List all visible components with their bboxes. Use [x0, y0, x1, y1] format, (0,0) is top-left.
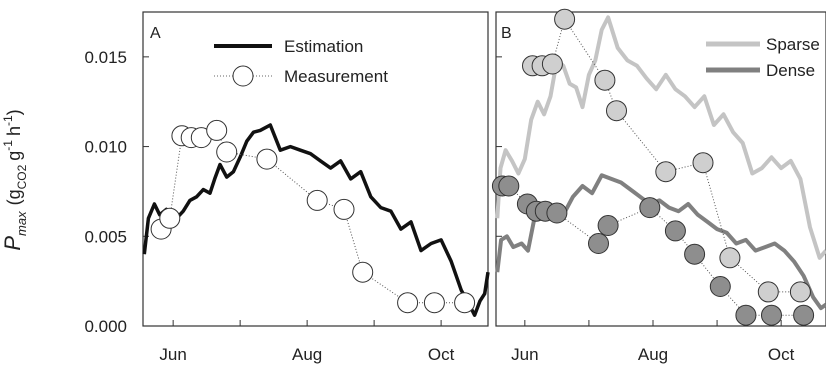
- data-point-dense-measurements: [665, 221, 685, 241]
- data-point-dense-measurements: [685, 244, 705, 264]
- panel-b-x-tick-label: Jun: [511, 345, 538, 364]
- legend-dense-label: Dense: [766, 61, 815, 80]
- y-axis-label: Pmax(gCO2g-1h-1): [0, 109, 29, 250]
- panel-a: Jun Aug Oct 0.000 0.005 0.010 0.015: [84, 48, 488, 364]
- data-point-dense-measurements: [589, 234, 609, 254]
- y-axis-label-subscript: max: [14, 211, 29, 236]
- y-tick-label: 0.010: [84, 138, 127, 157]
- series-line-estimation: [144, 125, 488, 315]
- data-point-dense-measurements: [762, 305, 782, 325]
- data-point-sparse-measurements: [758, 282, 778, 302]
- data-point-measurement: [307, 190, 327, 210]
- panel-b-x-tick-label: Aug: [638, 345, 668, 364]
- legend-estimation-label: Estimation: [284, 37, 363, 56]
- data-point-measurement: [257, 149, 277, 169]
- panel-b-x-tick-label: Oct: [768, 345, 795, 364]
- data-point-sparse-measurements: [555, 9, 575, 29]
- data-point-dense-measurements: [598, 216, 618, 236]
- data-point-sparse-measurements: [542, 54, 562, 74]
- y-tick-label: 0.005: [84, 227, 127, 246]
- y-axis-label-g: g: [4, 151, 24, 161]
- panel-a-x-tick-label: Aug: [292, 345, 322, 364]
- data-point-measurement: [353, 262, 373, 282]
- data-point-sparse-measurements: [656, 162, 676, 182]
- data-point-measurement: [207, 120, 227, 140]
- y-axis-label-units: (g: [4, 189, 24, 205]
- y-axis-label-co2: CO2: [15, 164, 29, 189]
- y-axis-label-symbol: P: [0, 236, 25, 251]
- legend-a: Estimation Measurement: [214, 37, 388, 86]
- data-point-measurement: [398, 293, 418, 313]
- data-point-sparse-measurements: [595, 70, 615, 90]
- y-tick-label: 0.000: [84, 317, 127, 336]
- data-point-dense-measurements: [547, 203, 567, 223]
- panel-a-letter: A: [150, 25, 161, 42]
- data-point-dense-measurements: [640, 198, 660, 218]
- y-axis-label-close: ): [4, 109, 24, 115]
- legend-measurement-label: Measurement: [284, 67, 388, 86]
- legend-measurement-marker: [233, 66, 253, 86]
- data-point-sparse-measurements: [693, 153, 713, 173]
- y-axis-label-h: h: [4, 126, 24, 136]
- data-point-measurement: [334, 199, 354, 219]
- data-point-sparse-measurements: [720, 248, 740, 268]
- legend-b: Sparse Dense: [706, 35, 820, 80]
- data-point-sparse-measurements: [607, 101, 627, 121]
- data-point-measurement: [424, 293, 444, 313]
- data-point-measurement: [160, 208, 180, 228]
- y-axis-label-exp1: -1: [1, 140, 15, 151]
- data-point-measurement: [455, 293, 475, 313]
- data-point-dense-measurements: [499, 176, 519, 196]
- data-point-sparse-measurements: [790, 282, 810, 302]
- data-point-dense-measurements: [710, 277, 730, 297]
- panel-a-x-tick-label: Oct: [428, 345, 455, 364]
- data-point-measurement: [217, 142, 237, 162]
- legend-sparse-label: Sparse: [766, 35, 820, 54]
- panel-a-frame: [143, 12, 488, 326]
- data-point-dense-measurements: [794, 305, 814, 325]
- panel-a-x-tick-label: Jun: [159, 345, 186, 364]
- y-axis-label-exp2: -1: [1, 115, 15, 126]
- data-point-dense-measurements: [736, 305, 756, 325]
- y-tick-label: 0.015: [84, 48, 127, 67]
- panel-b-letter: B: [501, 25, 512, 42]
